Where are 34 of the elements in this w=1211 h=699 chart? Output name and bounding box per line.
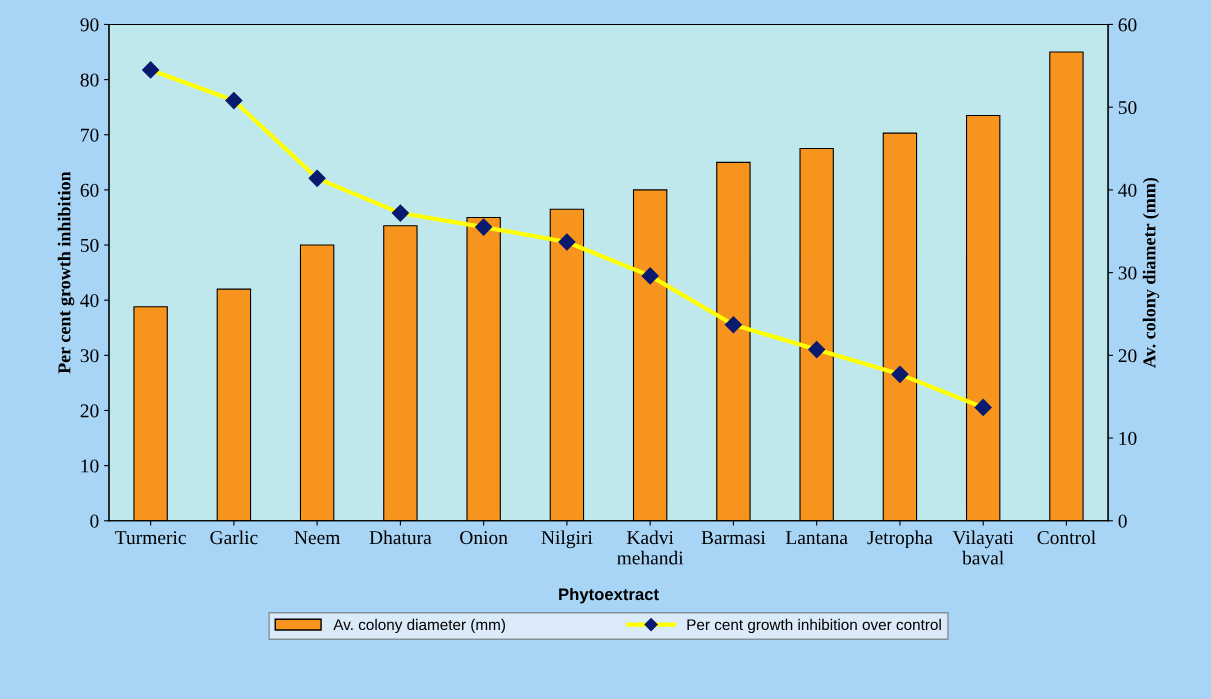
- y-tick-label: 10: [81, 459, 99, 473]
- y2-tick-label: 50: [1118, 101, 1137, 115]
- x-tick-label: Onion: [460, 531, 508, 545]
- y2-tick-label: 30: [1118, 266, 1137, 280]
- x-tick-label: Vilayati baval: [952, 530, 1014, 565]
- x-tick-label: Lantana: [785, 531, 848, 545]
- x-tick-label: Turmeric: [115, 531, 186, 545]
- y-tick-label: 70: [81, 128, 99, 142]
- y2-tick-label: 60: [1118, 18, 1137, 32]
- x-axis-title: Phytoextract: [559, 587, 659, 604]
- y2-axis-title: Av. colony diametr (mm): [1142, 177, 1160, 368]
- y2-tick-label: 40: [1118, 183, 1137, 197]
- y-tick-label: 40: [80, 294, 99, 308]
- x-tick-label: Barmasi: [701, 531, 766, 545]
- y2-tick-label: 0: [1118, 514, 1127, 528]
- y-tick-label: 50: [80, 238, 99, 252]
- x-tick-label: Jetropha: [867, 530, 933, 549]
- x-tick-label: Nilgiri: [541, 530, 593, 549]
- y-tick-label: 30: [80, 349, 99, 363]
- legend-label: Per cent growth inhibition over control: [687, 618, 941, 634]
- y2-tick-label: 20: [1118, 349, 1137, 363]
- y-tick-label: 80: [80, 73, 99, 87]
- x-tick-label: Garlic: [210, 530, 258, 545]
- y2-tick-label: 10: [1119, 431, 1137, 445]
- y-tick-label: 0: [90, 514, 99, 528]
- legend-label: Av. colony diameter (mm): [333, 618, 505, 634]
- y-tick-label: 60: [80, 183, 99, 197]
- x-tick-label: Neem: [294, 531, 341, 545]
- y-axis-title: Per cent growth inhibition: [57, 171, 75, 374]
- y-tick-label: 90: [80, 18, 99, 32]
- x-tick-label: Control: [1037, 530, 1096, 545]
- y-tick-label: 20: [80, 404, 99, 418]
- x-tick-label: Dhatura: [369, 530, 432, 545]
- x-tick-label: Kadvi mehandi: [617, 530, 684, 565]
